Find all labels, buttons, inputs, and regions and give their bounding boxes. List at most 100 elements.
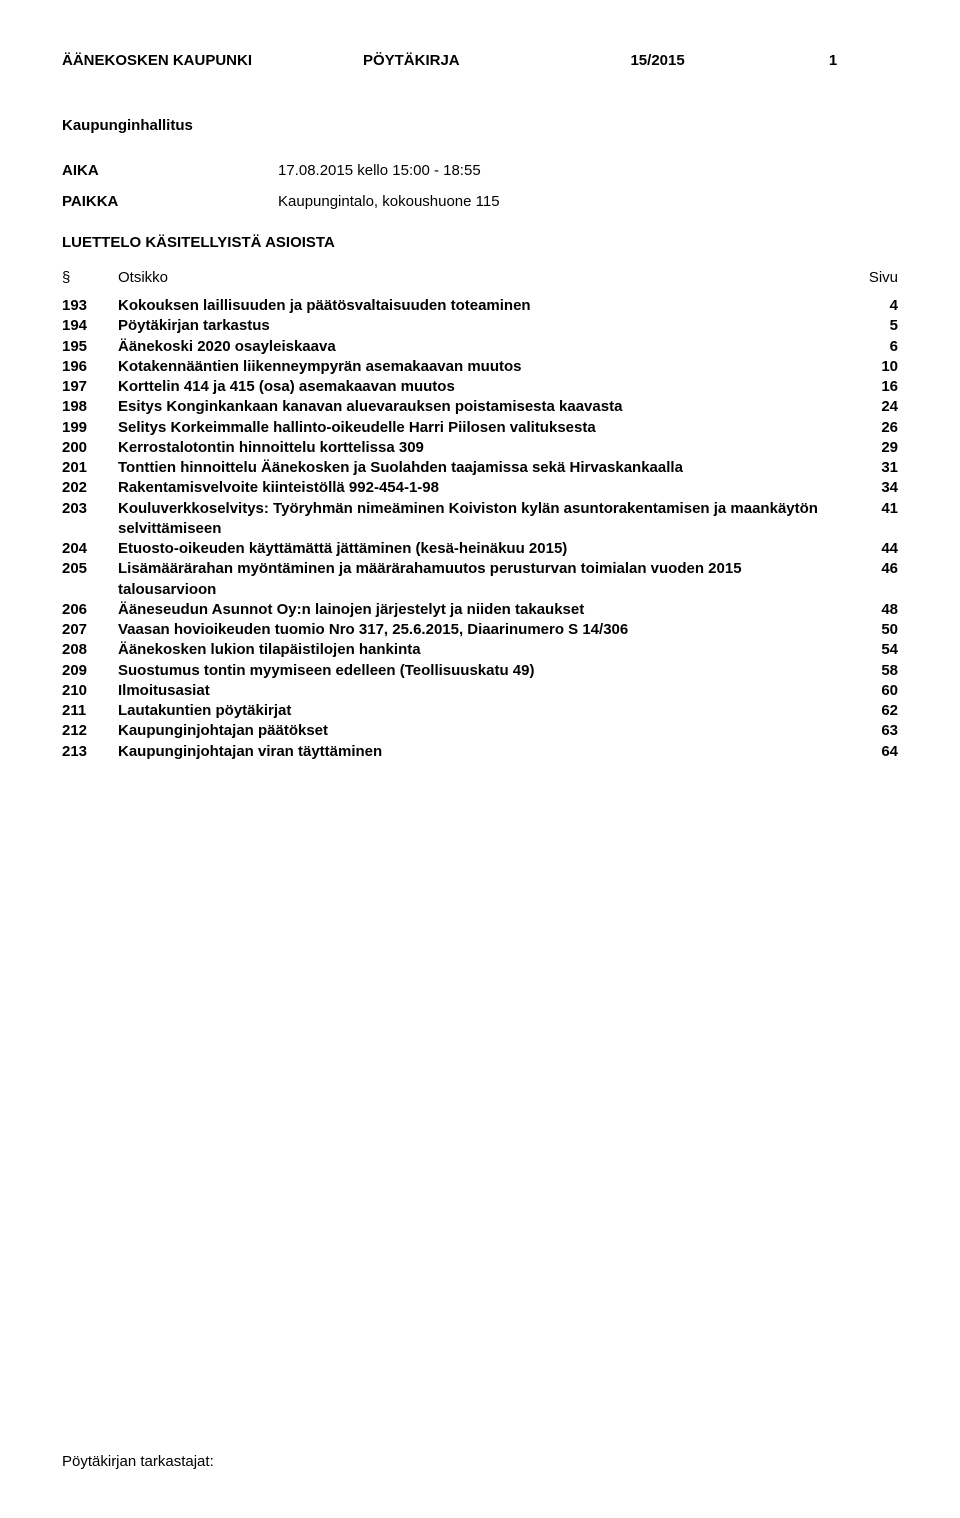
toc-item-title: Ääneseudun Asunnot Oy:n lainojen järjest… <box>118 600 838 620</box>
toc-item-number: 202 <box>62 478 118 498</box>
toc-item: 194Pöytäkirjan tarkastus5 <box>62 316 898 336</box>
toc-header-section: § <box>62 269 118 286</box>
toc-item: 196Kotakennääntien liikenneympyrän asema… <box>62 357 898 377</box>
toc-item: 208Äänekosken lukion tilapäistilojen han… <box>62 640 898 660</box>
toc-item-page: 10 <box>838 357 898 377</box>
toc-item: 207Vaasan hovioikeuden tuomio Nro 317, 2… <box>62 620 898 640</box>
meta-paikka-row: PAIKKA Kaupungintalo, kokoushuone 115 <box>62 193 898 210</box>
toc-item-number: 193 <box>62 296 118 316</box>
toc-item-number: 195 <box>62 337 118 357</box>
toc-item-page: 4 <box>838 296 898 316</box>
organization-title: Kaupunginhallitus <box>62 117 898 134</box>
paikka-value: Kaupungintalo, kokoushuone 115 <box>278 193 898 210</box>
toc-item-page: 50 <box>838 620 898 640</box>
toc-item: 193Kokouksen laillisuuden ja päätösvalta… <box>62 296 898 316</box>
toc-item-number: 204 <box>62 539 118 559</box>
toc-item-title: Suostumus tontin myymiseen edelleen (Teo… <box>118 661 838 681</box>
toc-item-title: Ilmoitusasiat <box>118 681 838 701</box>
toc-item-number: 199 <box>62 418 118 438</box>
toc-item: 201Tonttien hinnoittelu Äänekosken ja Su… <box>62 458 898 478</box>
toc-item-title: Kerrostalotontin hinnoittelu korttelissa… <box>118 438 838 458</box>
toc-header-title: Otsikko <box>118 269 838 286</box>
toc-item-number: 197 <box>62 377 118 397</box>
toc-item: 199Selitys Korkeimmalle hallinto-oikeude… <box>62 418 898 438</box>
toc-item-title: Äänekoski 2020 osayleiskaava <box>118 337 838 357</box>
toc-item-title: Etuosto-oikeuden käyttämättä jättäminen … <box>118 539 838 559</box>
toc-item-title: Kokouksen laillisuuden ja päätösvaltaisu… <box>118 296 838 316</box>
toc-item-number: 208 <box>62 640 118 660</box>
toc-item-number: 198 <box>62 397 118 417</box>
toc-item: 210Ilmoitusasiat60 <box>62 681 898 701</box>
toc-item: 198Esitys Konginkankaan kanavan aluevara… <box>62 397 898 417</box>
toc-item-page: 58 <box>838 661 898 681</box>
toc-header-row: § Otsikko Sivu <box>62 269 898 286</box>
toc-item-page: 60 <box>838 681 898 701</box>
toc-item-title: Selitys Korkeimmalle hallinto-oikeudelle… <box>118 418 838 438</box>
toc-item-number: 210 <box>62 681 118 701</box>
toc-item-number: 201 <box>62 458 118 478</box>
toc-item-title: Kouluverkkoselvitys: Työryhmän nimeämine… <box>118 499 838 540</box>
toc-item-title: Korttelin 414 ja 415 (osa) asemakaavan m… <box>118 377 838 397</box>
header-meeting-no: 15/2015 <box>630 52 684 69</box>
header-meeting-info: 15/2015 1 <box>630 52 898 69</box>
toc-item: 203Kouluverkkoselvitys: Työryhmän nimeäm… <box>62 499 898 540</box>
toc-item-number: 206 <box>62 600 118 620</box>
toc-item-title: Vaasan hovioikeuden tuomio Nro 317, 25.6… <box>118 620 838 640</box>
toc-item-page: 62 <box>838 701 898 721</box>
toc-item-number: 207 <box>62 620 118 640</box>
toc-item: 209Suostumus tontin myymiseen edelleen (… <box>62 661 898 681</box>
toc-item-title: Esitys Konginkankaan kanavan aluevarauks… <box>118 397 838 417</box>
toc-item-title: Kaupunginjohtajan päätökset <box>118 721 838 741</box>
toc-item-page: 29 <box>838 438 898 458</box>
toc-item-page: 41 <box>838 499 898 519</box>
toc-item: 213Kaupunginjohtajan viran täyttäminen64 <box>62 742 898 762</box>
toc-item-page: 24 <box>838 397 898 417</box>
toc-item-title: Lisämäärärahan myöntäminen ja määräraham… <box>118 559 838 600</box>
toc-item-title: Rakentamisvelvoite kiinteistöllä 992-454… <box>118 478 838 498</box>
toc-item-number: 213 <box>62 742 118 762</box>
toc-item-page: 54 <box>838 640 898 660</box>
toc-item-number: 209 <box>62 661 118 681</box>
toc-item-page: 26 <box>838 418 898 438</box>
toc-item: 200Kerrostalotontin hinnoittelu kortteli… <box>62 438 898 458</box>
toc-item-page: 6 <box>838 337 898 357</box>
toc-item-title: Tonttien hinnoittelu Äänekosken ja Suola… <box>118 458 838 478</box>
toc-item-number: 196 <box>62 357 118 377</box>
toc-item-page: 63 <box>838 721 898 741</box>
toc-item-page: 46 <box>838 559 898 579</box>
toc-item-number: 200 <box>62 438 118 458</box>
header-page-no: 1 <box>829 52 837 69</box>
aika-value: 17.08.2015 kello 15:00 - 18:55 <box>278 162 898 179</box>
toc-item-title: Kaupunginjohtajan viran täyttäminen <box>118 742 838 762</box>
toc-item: 195Äänekoski 2020 osayleiskaava6 <box>62 337 898 357</box>
toc-item-page: 44 <box>838 539 898 559</box>
toc-item-number: 203 <box>62 499 118 519</box>
toc-item: 206Ääneseudun Asunnot Oy:n lainojen järj… <box>62 600 898 620</box>
toc-item-title: Kotakennääntien liikenneympyrän asemakaa… <box>118 357 838 377</box>
toc-item-title: Pöytäkirjan tarkastus <box>118 316 838 336</box>
toc-item-title: Lautakuntien pöytäkirjat <box>118 701 838 721</box>
toc-item-page: 64 <box>838 742 898 762</box>
toc-item: 204Etuosto-oikeuden käyttämättä jättämin… <box>62 539 898 559</box>
toc-item: 197Korttelin 414 ja 415 (osa) asemakaava… <box>62 377 898 397</box>
toc-item: 205Lisämäärärahan myöntäminen ja määrära… <box>62 559 898 600</box>
toc-item: 211Lautakuntien pöytäkirjat62 <box>62 701 898 721</box>
toc-item-number: 194 <box>62 316 118 336</box>
page-container: ÄÄNEKOSKEN KAUPUNKI PÖYTÄKIRJA 15/2015 1… <box>0 0 960 802</box>
toc-item-page: 16 <box>838 377 898 397</box>
header-doc-type: PÖYTÄKIRJA <box>363 52 631 69</box>
paikka-label: PAIKKA <box>62 193 278 210</box>
toc-item-number: 211 <box>62 701 118 721</box>
toc-item-page: 48 <box>838 600 898 620</box>
document-header: ÄÄNEKOSKEN KAUPUNKI PÖYTÄKIRJA 15/2015 1 <box>62 52 898 69</box>
toc-item: 212Kaupunginjohtajan päätökset63 <box>62 721 898 741</box>
toc-item-page: 34 <box>838 478 898 498</box>
toc-item-number: 212 <box>62 721 118 741</box>
toc-item-title: Äänekosken lukion tilapäistilojen hankin… <box>118 640 838 660</box>
toc-item-page: 31 <box>838 458 898 478</box>
aika-label: AIKA <box>62 162 278 179</box>
toc-item: 202Rakentamisvelvoite kiinteistöllä 992-… <box>62 478 898 498</box>
toc-item-page: 5 <box>838 316 898 336</box>
toc-item-number: 205 <box>62 559 118 579</box>
toc-heading: LUETTELO KÄSITELLYISTÄ ASIOISTA <box>62 234 898 251</box>
